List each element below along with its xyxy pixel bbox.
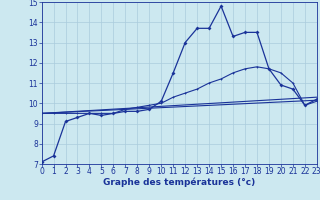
X-axis label: Graphe des températures (°c): Graphe des températures (°c) bbox=[103, 178, 255, 187]
